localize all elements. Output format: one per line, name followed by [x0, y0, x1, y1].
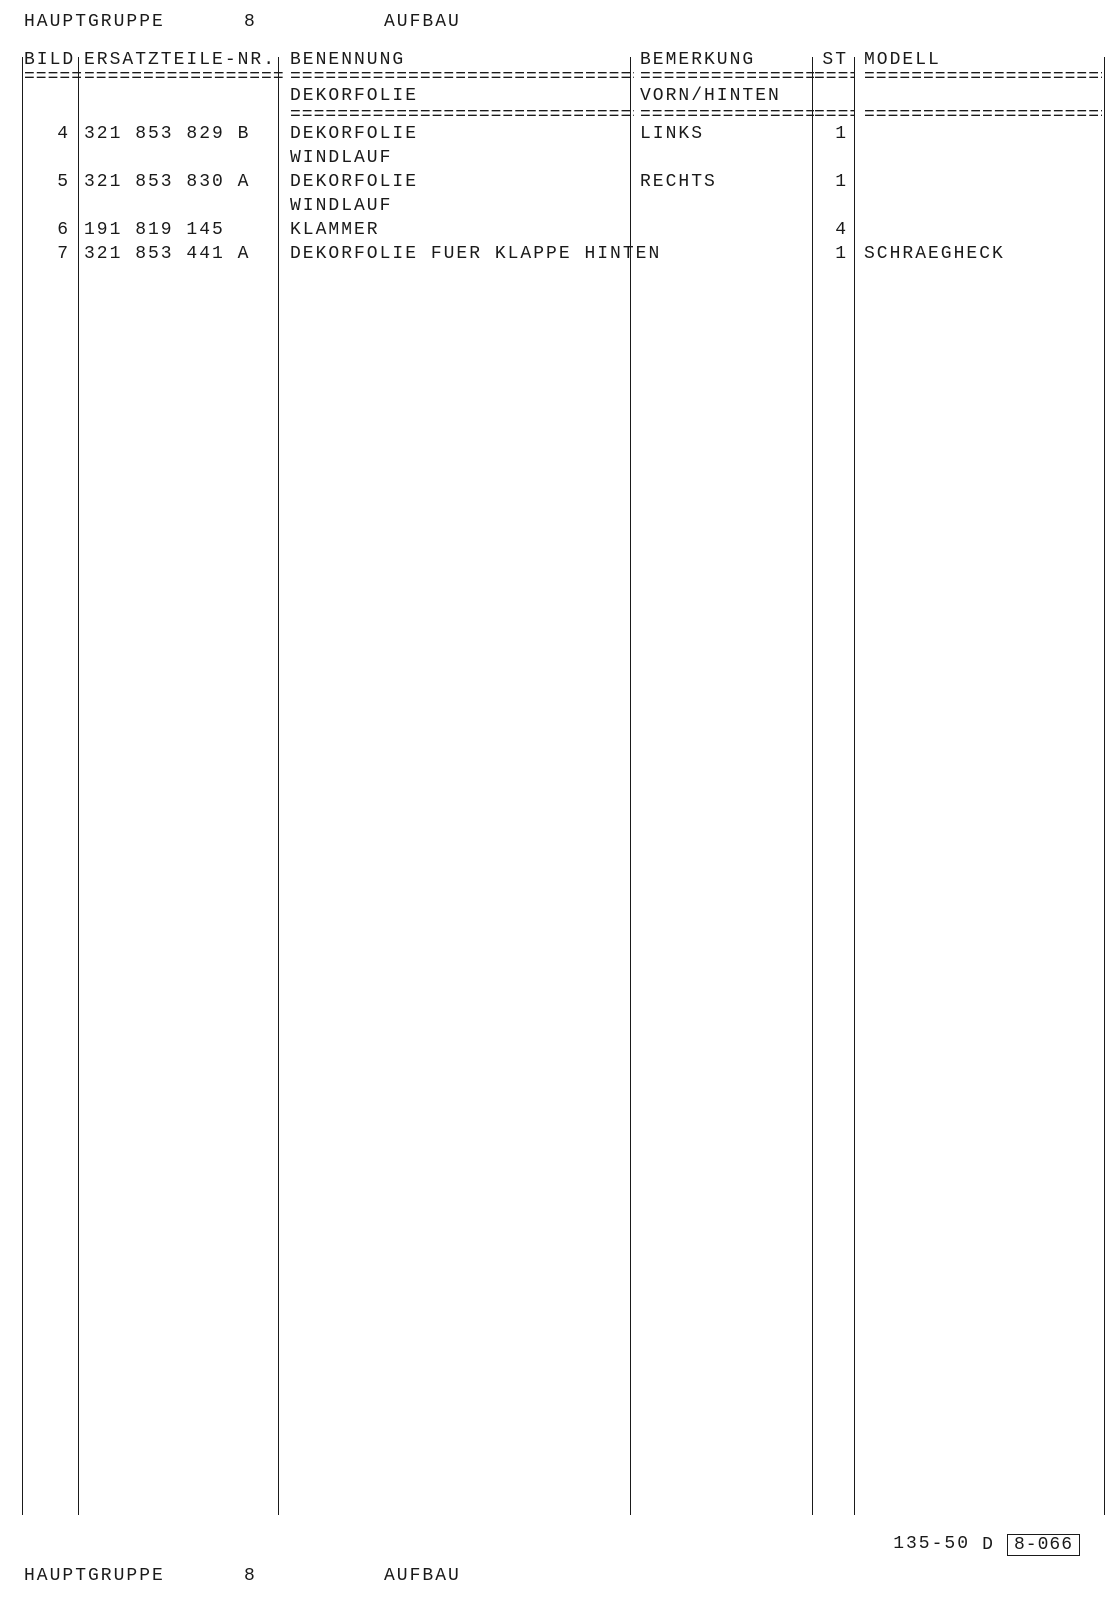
- divider-segment: ========================================…: [284, 108, 634, 122]
- cell-modell: SCHRAEGHECK: [854, 242, 1102, 266]
- vertical-rule: [812, 57, 813, 1515]
- vertical-rule: [630, 57, 631, 1515]
- divider-segment: ========================================…: [854, 70, 1102, 84]
- vertical-rule: [22, 57, 23, 1515]
- cell-benennung: DEKORFOLIE: [284, 122, 634, 146]
- hauptgruppe-number: 8: [244, 1566, 304, 1586]
- cell-bild: 6: [24, 218, 84, 242]
- table-row: 6 191 819 145 KLAMMER 4: [18, 218, 1102, 242]
- col-header-ersatz: ERSATZTEILE-NR.: [84, 50, 284, 70]
- cell-bemerkung: RECHTS: [634, 170, 814, 194]
- col-header-bild: BILD: [24, 50, 84, 70]
- hauptgruppe-number: 8: [244, 12, 304, 32]
- footer-code-box: 8-066: [1007, 1534, 1080, 1556]
- column-headers: BILD ERSATZTEILE-NR. BENENNUNG BEMERKUNG…: [18, 50, 1102, 70]
- divider-segment: ========================================…: [854, 108, 1102, 122]
- table-row: 4 321 853 829 B DEKORFOLIE LINKS 1: [18, 122, 1102, 146]
- cell-st: 1: [814, 170, 854, 194]
- cell-partnr: 321 853 441 A: [84, 242, 284, 266]
- section-label: AUFBAU: [384, 12, 461, 32]
- divider-segment: ========================================…: [24, 70, 84, 84]
- divider-segment: ========================================…: [814, 108, 854, 122]
- divider-segment: ========================================…: [84, 70, 284, 84]
- cell-partnr: 321 853 829 B: [84, 122, 284, 146]
- subheader-bemerkung: VORN/HINTEN: [634, 84, 814, 108]
- cell-benennung: KLAMMER: [284, 218, 634, 242]
- col-header-bemerkung: BEMERKUNG: [634, 50, 814, 70]
- cell-bild: 7: [24, 242, 84, 266]
- table-body: DEKORFOLIE VORN/HINTEN =================…: [18, 84, 1102, 266]
- cell-bemerkung: [634, 218, 814, 242]
- cell-benennung: DEKORFOLIE FUER KLAPPE HINTEN: [284, 242, 634, 266]
- cell-modell: [854, 170, 1102, 194]
- cell-partnr: 191 819 145: [84, 218, 284, 242]
- footer-page-ref: 135-50: [893, 1534, 970, 1554]
- cell-modell: [854, 218, 1102, 242]
- subheader-row: DEKORFOLIE VORN/HINTEN: [18, 84, 1102, 108]
- cell-modell: [854, 122, 1102, 146]
- page-bottom-header: HAUPTGRUPPE 8 AUFBAU: [18, 1566, 461, 1586]
- divider-segment: ========================================…: [634, 108, 814, 122]
- vertical-rule: [78, 57, 79, 1515]
- cell-benennung-2: WINDLAUF: [284, 194, 634, 218]
- col-header-st: ST: [814, 50, 854, 70]
- table-row: 5 321 853 830 A DEKORFOLIE RECHTS 1: [18, 170, 1102, 194]
- section-label: AUFBAU: [384, 1566, 461, 1586]
- page-top-header: HAUPTGRUPPE 8 AUFBAU: [18, 12, 1102, 32]
- vertical-rule: [278, 57, 279, 1515]
- cell-st: 1: [814, 122, 854, 146]
- cell-bemerkung: [634, 242, 814, 266]
- subheader-benennung: DEKORFOLIE: [284, 84, 634, 108]
- cell-st: 1: [814, 242, 854, 266]
- footer-d-label: D: [982, 1535, 995, 1555]
- cell-bild: 5: [24, 170, 84, 194]
- cell-bild: 4: [24, 122, 84, 146]
- subheader-divider: ========================================…: [18, 108, 1102, 122]
- table-row-continuation: WINDLAUF: [18, 194, 1102, 218]
- cell-partnr: 321 853 830 A: [84, 170, 284, 194]
- cell-benennung: DEKORFOLIE: [284, 170, 634, 194]
- cell-st: 4: [814, 218, 854, 242]
- hauptgruppe-label: HAUPTGRUPPE: [24, 12, 224, 32]
- cell-benennung-2: WINDLAUF: [284, 146, 634, 170]
- hauptgruppe-label: HAUPTGRUPPE: [24, 1566, 224, 1586]
- table-row-continuation: WINDLAUF: [18, 146, 1102, 170]
- vertical-rule: [854, 57, 855, 1515]
- divider-segment: ========================================…: [634, 70, 814, 84]
- divider-segment: ========================================…: [284, 70, 634, 84]
- cell-bemerkung: LINKS: [634, 122, 814, 146]
- table-row: 7 321 853 441 A DEKORFOLIE FUER KLAPPE H…: [18, 242, 1102, 266]
- col-header-modell: MODELL: [854, 50, 1102, 70]
- divider-segment: ========================================…: [814, 70, 854, 84]
- col-header-benennung: BENENNUNG: [284, 50, 634, 70]
- vertical-rule: [1104, 57, 1105, 1515]
- header-divider: ========================================…: [18, 70, 1102, 84]
